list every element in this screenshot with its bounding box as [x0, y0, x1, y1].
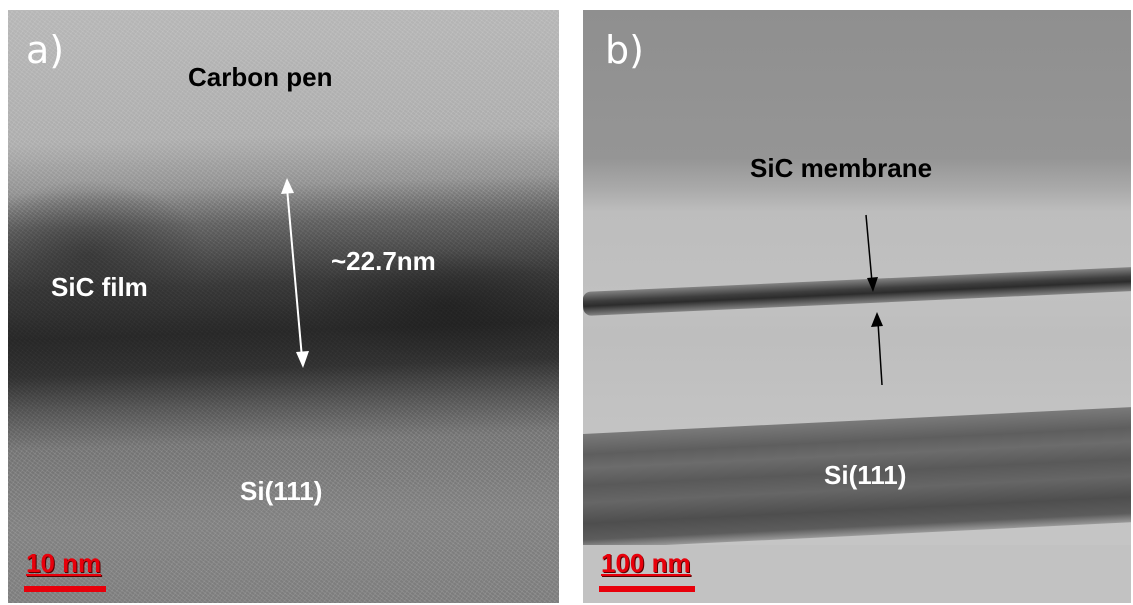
film-shadow-right [308, 250, 559, 360]
sic-film-label: SiC film [51, 272, 148, 302]
scale-bar-b [599, 586, 695, 592]
thickness-label: ~22.7nm [331, 246, 436, 276]
tem-image-panel-a: a) Carbon pen SiC film ~22.7nm Si(111) 1… [8, 10, 559, 603]
membrane-thickness-arrows [865, 214, 883, 386]
film-shadow-left [8, 180, 208, 330]
scale-bar-a [24, 586, 106, 592]
si-substrate-label-b: Si(111) [824, 460, 907, 490]
scale-bar-label-b: 100 nm [601, 548, 691, 578]
sic-membrane-label: SiC membrane [750, 153, 933, 183]
carbon-pen-label: Carbon pen [188, 62, 333, 92]
image-grain-a [8, 10, 559, 603]
si-substrate-label-a: Si(111) [240, 476, 323, 506]
tem-image-panel-b: b) SiC membrane Si(111) 100 nm [583, 10, 1131, 603]
panel-letter-a: a) [26, 28, 65, 72]
scale-bar-label-a: 10 nm [26, 548, 102, 578]
panel-letter-b: b) [605, 28, 644, 72]
thickness-arrow [281, 178, 309, 368]
lower-region [583, 545, 1131, 603]
